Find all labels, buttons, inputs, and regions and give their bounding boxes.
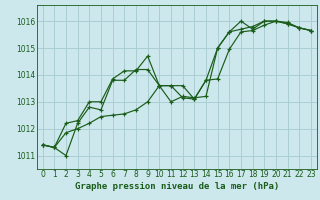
- X-axis label: Graphe pression niveau de la mer (hPa): Graphe pression niveau de la mer (hPa): [75, 182, 279, 191]
